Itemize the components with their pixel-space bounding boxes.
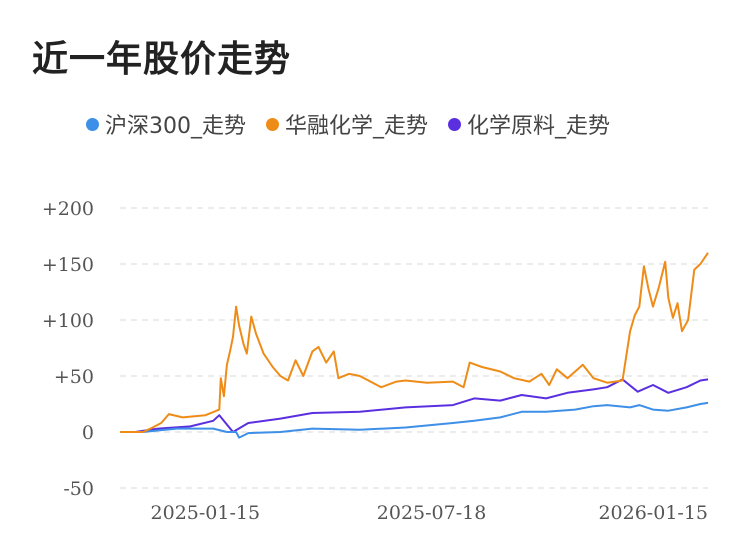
series-line-2 (120, 378, 709, 433)
series-layer (120, 252, 709, 439)
legend: 沪深300_走势 华融化学_走势 化学原料_走势 (86, 108, 610, 140)
y-tick-label: -50 (63, 478, 94, 500)
x-tick-label: 2025-07-18 (377, 502, 487, 524)
y-axis: +200 +150 +100 +50 0 -50 (42, 198, 94, 500)
legend-label-chemical: 化学原料_走势 (467, 114, 611, 139)
chart-title: 近一年股价走势 (32, 39, 292, 80)
x-tick-label: 2026-01-15 (598, 502, 708, 524)
legend-label-hs300: 沪深300_走势 (105, 114, 246, 139)
x-axis: 2025-01-15 2025-07-18 2026-01-15 (151, 502, 708, 524)
grid-layer (120, 207, 708, 489)
y-tick-label: 0 (82, 422, 94, 444)
legend-dot-hs300-icon (86, 117, 99, 131)
legend-dot-huarong-icon (266, 117, 279, 131)
y-tick-label: +150 (42, 254, 94, 276)
y-tick-label: +200 (42, 198, 94, 220)
legend-item-hs300[interactable]: 沪深300_走势 (86, 108, 246, 140)
series-line-1 (120, 252, 709, 433)
legend-dot-chemical-icon (448, 117, 462, 131)
series-line-0 (120, 401, 709, 439)
y-tick-label: +50 (54, 366, 94, 388)
legend-item-huarong[interactable]: 华融化学_走势 (266, 108, 428, 140)
legend-item-chemical[interactable]: 化学原料_走势 (448, 108, 610, 140)
y-tick-label: +100 (42, 310, 94, 332)
x-tick-label: 2025-01-15 (151, 502, 261, 524)
legend-label-huarong: 华融化学_走势 (285, 114, 429, 139)
